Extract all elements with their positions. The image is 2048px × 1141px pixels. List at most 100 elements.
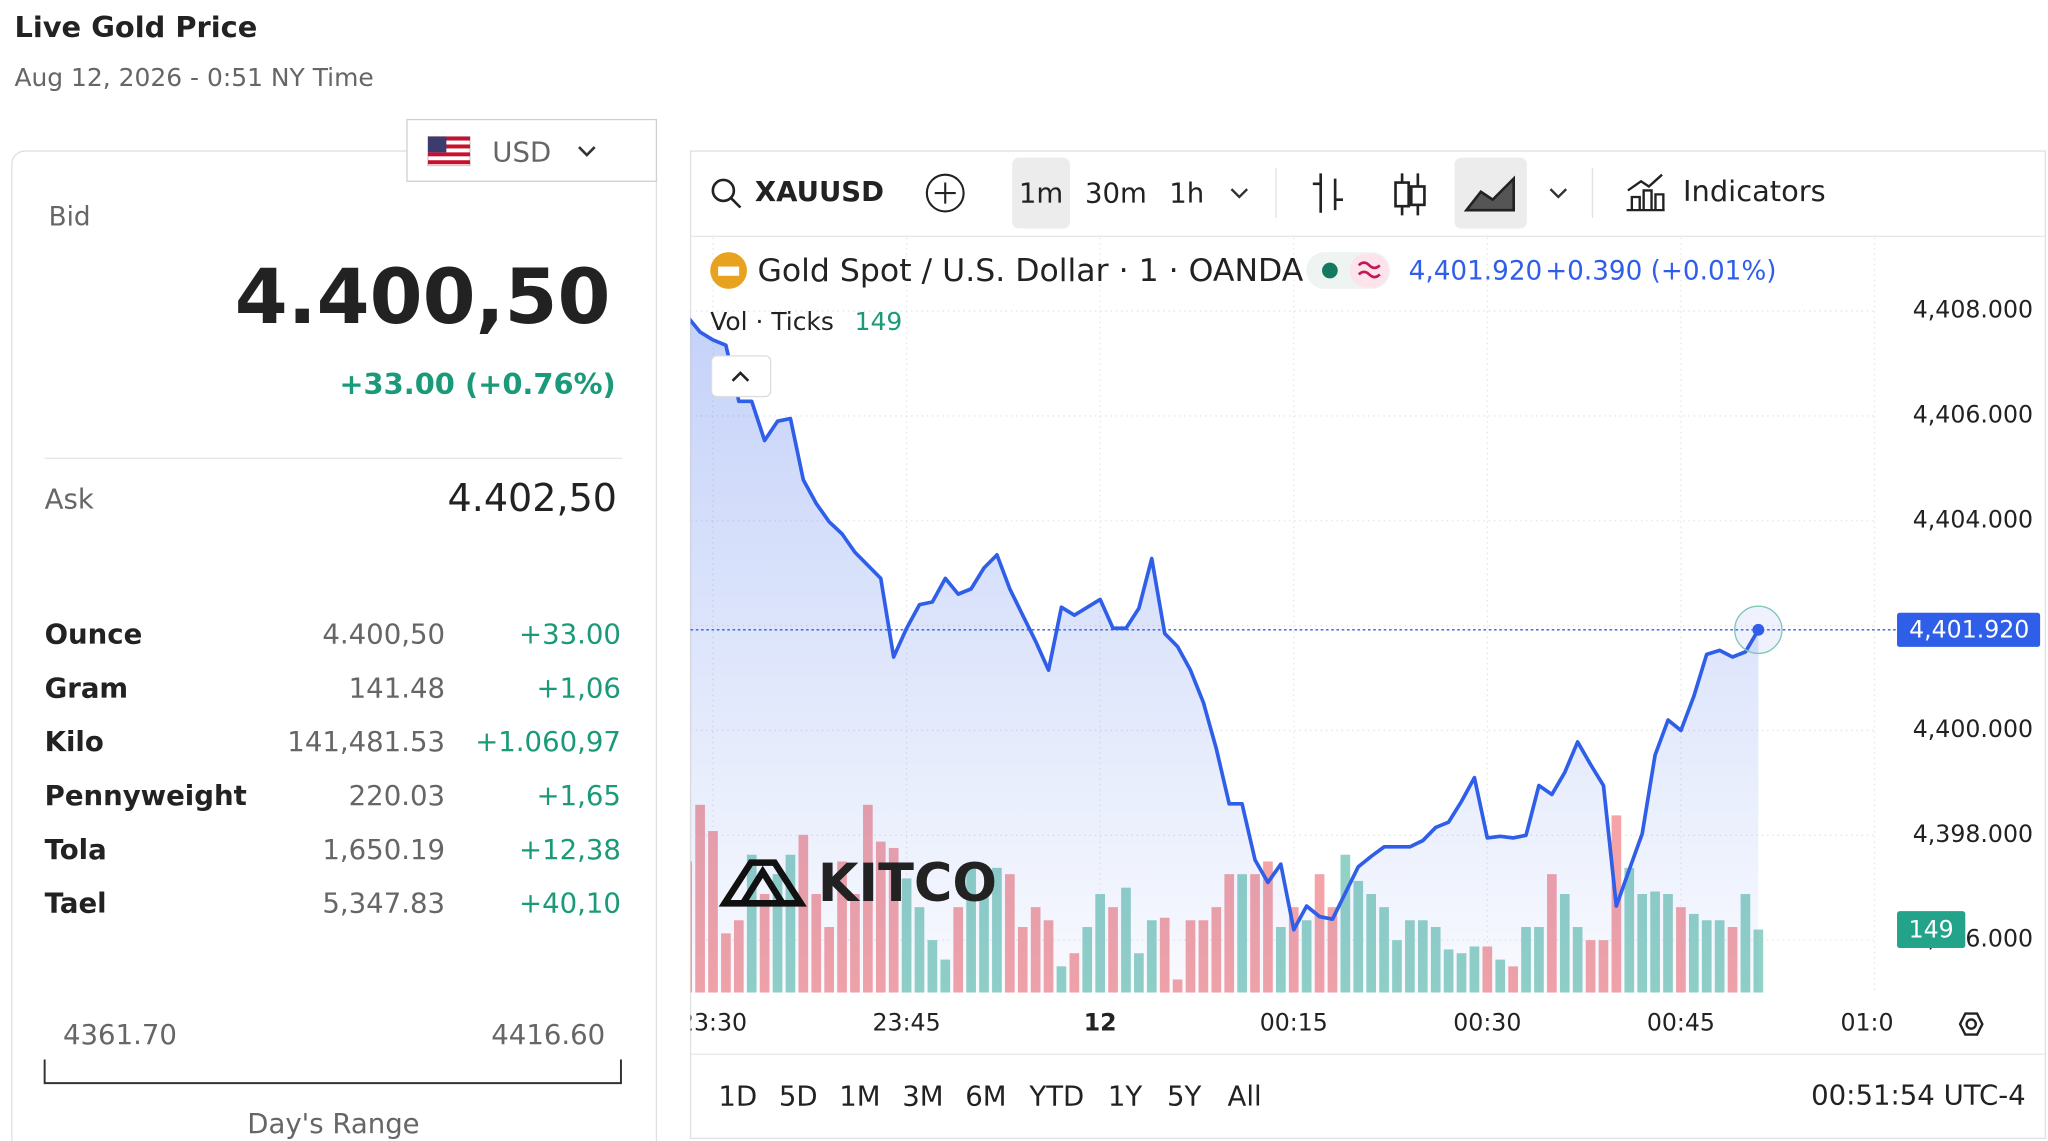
y-tick-label: 4,404.000 [1913, 505, 2033, 533]
x-axis: 23:30 23:45 12 00:15 00:30 00:45 01:00 [679, 1009, 1908, 1037]
plus-icon [925, 173, 965, 213]
period-button[interactable]: 1Y [1108, 1081, 1143, 1113]
chevron-icon[interactable] [1549, 188, 1568, 199]
period-button[interactable]: All [1227, 1081, 1261, 1113]
page-subtitle: Aug 12, 2026 - 0:51 NY Time [14, 63, 373, 92]
status-dot [1322, 262, 1338, 279]
period-button[interactable]: 1M [839, 1081, 880, 1113]
period-button[interactable]: YTD [1028, 1081, 1084, 1113]
last-point [1752, 623, 1765, 636]
collapse-button[interactable] [710, 355, 772, 398]
unit-change: +1,65 [537, 780, 621, 812]
y-tick-label: 4,400.000 [1913, 715, 2033, 743]
price-badge-label: 4,401.920 [1909, 616, 2029, 644]
currency-select[interactable]: USD [406, 118, 658, 182]
symbol-search[interactable]: XAUUSD [711, 176, 884, 209]
x-tick-label: 00:15 [1260, 1009, 1328, 1037]
interval-button[interactable]: 1m [1019, 177, 1063, 209]
volume-badge [1897, 911, 1966, 948]
clock: 00:51:54 UTC-4 [1811, 1079, 2026, 1111]
series [690, 317, 1764, 993]
interval-active [1012, 157, 1070, 229]
legend-price: 4,401.920 [1409, 256, 1543, 286]
symbol-icon [718, 266, 740, 276]
unit-price: 4.400,50 [322, 618, 445, 650]
unit-change: +12,38 [519, 834, 621, 866]
price-badge [1897, 612, 2041, 647]
logo-mark [718, 859, 807, 907]
interval-button[interactable]: 30m [1085, 177, 1147, 209]
y-tick-label: 4,406.000 [1913, 400, 2033, 428]
unit-name: Pennyweight [45, 780, 247, 812]
x-tick-label: 01:00 [1840, 1009, 1908, 1037]
price-card [11, 150, 658, 1141]
unit-name: Tola [45, 834, 107, 866]
settings-icon [1965, 1018, 1977, 1030]
x-tick-label: 00:45 [1647, 1009, 1715, 1037]
y-tick-label: 4,398.000 [1913, 820, 2033, 848]
legend-change: +0.390 (+0.01%) [1545, 256, 1776, 286]
bid-label: Bid [49, 203, 91, 233]
flag-stripe [427, 136, 470, 141]
area [690, 320, 1759, 993]
settings-icon[interactable] [1958, 1012, 1984, 1036]
range-high: 4416.60 [491, 1019, 605, 1051]
style-active[interactable] [1454, 157, 1527, 229]
unit-change: +33.00 [519, 618, 621, 650]
bar-style-icon[interactable] [1312, 173, 1344, 213]
unit-name: Tael [45, 888, 107, 920]
ask-price: 4.402,50 [448, 476, 618, 520]
candle-style-icon [1394, 181, 1410, 208]
unit-price: 141.48 [349, 672, 445, 704]
period-button[interactable]: 1D [718, 1081, 757, 1113]
x-tick-label: 23:30 [679, 1009, 747, 1037]
symbol: XAUUSD [755, 176, 884, 208]
price-line [690, 317, 1760, 932]
indicators-icon [1626, 173, 1665, 212]
status-pill [1349, 253, 1389, 288]
x-tick-label: 00:30 [1453, 1009, 1521, 1037]
logo-text: KITCO [818, 853, 997, 914]
x-tick-label: 12 [1084, 1009, 1117, 1037]
bid-price: 4.400,50 [235, 252, 611, 341]
indicators-label: Indicators [1683, 174, 1826, 208]
period-buttons: 1D 5D 1M 3M 6M YTD 1Y 5Y All [718, 1081, 1261, 1113]
unit-name: Kilo [45, 726, 104, 758]
bid-change: +33.00 (+0.76%) [339, 367, 615, 401]
chevron-icon [578, 146, 596, 157]
interval-buttons: 1m 30m 1h [1019, 177, 1204, 209]
ask-label: Ask [45, 483, 94, 515]
area-style-icon [1463, 175, 1515, 212]
period-button[interactable]: 3M [902, 1081, 943, 1113]
flag-canton [427, 136, 447, 153]
plus-icon [934, 182, 956, 204]
indicators-button[interactable]: Indicators [1626, 173, 1826, 212]
volume-badge-label: 149 [1909, 915, 1954, 943]
page-title: Live Gold Price [14, 10, 257, 44]
unit-name: Gram [45, 672, 129, 704]
period-button[interactable]: 5D [779, 1081, 818, 1113]
unit-price: 141,481.53 [287, 726, 445, 758]
unit-name: Ounce [45, 618, 143, 650]
range-low: 4361.70 [63, 1019, 177, 1051]
chevron-icon[interactable] [1230, 188, 1249, 199]
range-label: Day's Range [247, 1108, 419, 1140]
flag-stripe [427, 160, 470, 165]
x-tick-label: 23:45 [873, 1009, 941, 1037]
unit-price: 1,650.19 [322, 834, 445, 866]
collapse-icon [731, 371, 750, 382]
volume-label: Vol · Ticks [710, 307, 834, 336]
kitco-logo: KITCO [718, 853, 997, 914]
unit-change: +1.060,97 [475, 726, 621, 758]
interval-button[interactable]: 1h [1169, 177, 1204, 209]
compare-button[interactable] [925, 173, 965, 213]
unit-change: +1,06 [537, 672, 621, 704]
flag-stripe [427, 144, 470, 149]
legend-name: Gold Spot / U.S. Dollar · 1 · OANDA [757, 253, 1303, 289]
range-bar [43, 1059, 622, 1085]
search-icon [711, 178, 736, 203]
period-button[interactable]: 6M [965, 1081, 1006, 1113]
period-button[interactable]: 5Y [1167, 1081, 1202, 1113]
unit-price: 220.03 [349, 780, 445, 812]
